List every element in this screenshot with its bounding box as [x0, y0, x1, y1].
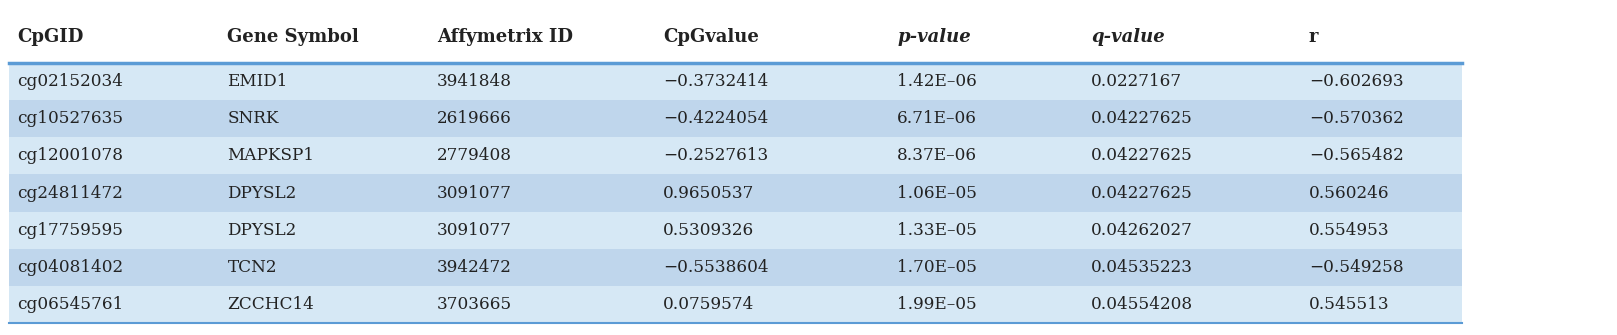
Text: cg06545761: cg06545761: [18, 296, 125, 313]
Text: ZCCHC14: ZCCHC14: [228, 296, 314, 313]
Text: 3091077: 3091077: [437, 222, 513, 239]
Text: 1.70E–05: 1.70E–05: [897, 259, 977, 276]
Text: 0.0227167: 0.0227167: [1091, 73, 1182, 90]
Text: 0.9650537: 0.9650537: [663, 185, 755, 202]
Text: 0.0759574: 0.0759574: [663, 296, 755, 313]
Text: cg17759595: cg17759595: [18, 222, 123, 239]
Text: DPYSL2: DPYSL2: [228, 185, 296, 202]
Text: −0.2527613: −0.2527613: [663, 147, 768, 164]
Text: MAPKSP1: MAPKSP1: [228, 147, 314, 164]
Text: 2779408: 2779408: [437, 147, 513, 164]
Text: 0.04227625: 0.04227625: [1091, 147, 1193, 164]
FancyBboxPatch shape: [10, 11, 1462, 63]
Text: cg02152034: cg02152034: [18, 73, 123, 90]
Text: q-value: q-value: [1091, 28, 1164, 46]
Text: p-value: p-value: [897, 28, 972, 46]
FancyBboxPatch shape: [10, 137, 1462, 175]
Text: cg04081402: cg04081402: [18, 259, 123, 276]
FancyBboxPatch shape: [10, 100, 1462, 137]
Text: −0.570362: −0.570362: [1308, 110, 1404, 127]
Text: cg10527635: cg10527635: [18, 110, 123, 127]
Text: 0.04227625: 0.04227625: [1091, 185, 1193, 202]
Text: cg12001078: cg12001078: [18, 147, 123, 164]
Text: 0.04554208: 0.04554208: [1091, 296, 1193, 313]
Text: 1.42E–06: 1.42E–06: [897, 73, 977, 90]
Text: −0.549258: −0.549258: [1308, 259, 1404, 276]
FancyBboxPatch shape: [10, 175, 1462, 212]
Text: 3703665: 3703665: [437, 296, 513, 313]
Text: 0.04227625: 0.04227625: [1091, 110, 1193, 127]
Text: 1.33E–05: 1.33E–05: [897, 222, 977, 239]
Text: TCN2: TCN2: [228, 259, 277, 276]
Text: −0.4224054: −0.4224054: [663, 110, 768, 127]
Text: 6.71E–06: 6.71E–06: [897, 110, 977, 127]
Text: 0.560246: 0.560246: [1308, 185, 1389, 202]
Text: 1.99E–05: 1.99E–05: [897, 296, 977, 313]
Text: 0.04535223: 0.04535223: [1091, 259, 1193, 276]
Text: 3941848: 3941848: [437, 73, 513, 90]
Text: 0.545513: 0.545513: [1308, 296, 1389, 313]
Text: CpGID: CpGID: [18, 28, 84, 46]
FancyBboxPatch shape: [10, 212, 1462, 249]
Text: 0.554953: 0.554953: [1308, 222, 1389, 239]
Text: r: r: [1308, 28, 1318, 46]
Text: 0.04262027: 0.04262027: [1091, 222, 1193, 239]
FancyBboxPatch shape: [10, 249, 1462, 286]
Text: EMID1: EMID1: [228, 73, 288, 90]
FancyBboxPatch shape: [10, 63, 1462, 100]
Text: 1.06E–05: 1.06E–05: [897, 185, 977, 202]
Text: 2619666: 2619666: [437, 110, 513, 127]
Text: −0.602693: −0.602693: [1308, 73, 1404, 90]
Text: −0.5538604: −0.5538604: [663, 259, 768, 276]
Text: 0.5309326: 0.5309326: [663, 222, 755, 239]
FancyBboxPatch shape: [10, 286, 1462, 323]
Text: Affymetrix ID: Affymetrix ID: [437, 28, 574, 46]
Text: −0.3732414: −0.3732414: [663, 73, 768, 90]
Text: SNRK: SNRK: [228, 110, 278, 127]
Text: −0.565482: −0.565482: [1308, 147, 1404, 164]
Text: 3942472: 3942472: [437, 259, 513, 276]
Text: CpGvalue: CpGvalue: [663, 28, 758, 46]
Text: cg24811472: cg24811472: [18, 185, 123, 202]
Text: 8.37E–06: 8.37E–06: [897, 147, 977, 164]
Text: 3091077: 3091077: [437, 185, 513, 202]
Text: DPYSL2: DPYSL2: [228, 222, 296, 239]
Text: Gene Symbol: Gene Symbol: [228, 28, 359, 46]
